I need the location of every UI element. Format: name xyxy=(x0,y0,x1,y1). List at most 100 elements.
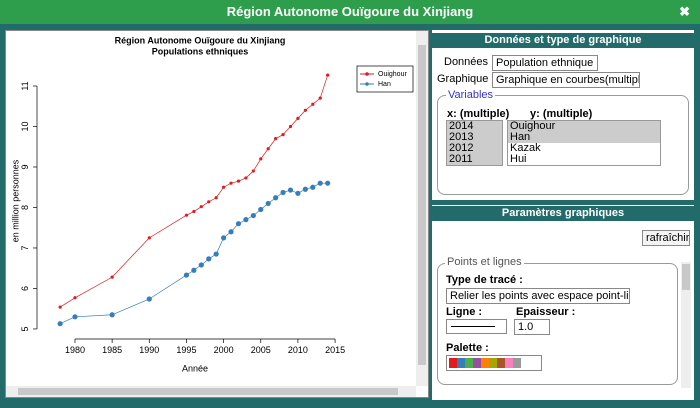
point xyxy=(250,212,256,219)
close-button[interactable]: ✖ xyxy=(679,4,690,19)
x-tick-label: 2000 xyxy=(214,345,234,355)
y-list[interactable]: Ouighour Han Kazak Hui xyxy=(507,120,661,166)
point xyxy=(303,108,307,112)
palette-swatch xyxy=(457,358,465,368)
point xyxy=(229,181,233,185)
point xyxy=(73,296,77,300)
width-select[interactable]: 1.0 xyxy=(514,319,550,335)
point xyxy=(228,229,234,235)
point xyxy=(244,176,248,180)
point xyxy=(72,314,78,320)
group-title: Variables xyxy=(446,89,496,101)
point xyxy=(311,102,315,106)
point xyxy=(296,116,300,120)
palette-swatch xyxy=(489,358,497,368)
chart-title: Région Autonome Ouïgoure du Xinjiang xyxy=(115,35,286,45)
point xyxy=(317,180,323,186)
palette-swatch xyxy=(449,358,457,368)
y-axis-label: en million personnes xyxy=(10,159,20,242)
point xyxy=(287,187,294,193)
point xyxy=(206,256,212,262)
list-item: 2012 xyxy=(447,143,502,154)
point xyxy=(266,147,270,151)
point xyxy=(259,157,263,161)
point xyxy=(183,272,190,278)
group-box xyxy=(437,95,689,195)
x-tick-label: 2005 xyxy=(251,345,271,355)
section-title: Données et type de graphique xyxy=(432,33,694,48)
point xyxy=(274,137,278,141)
list-item: 2013 xyxy=(447,132,502,143)
y-tick-label: 7 xyxy=(20,245,30,250)
list-item: Han xyxy=(508,132,660,143)
x-tick-label: 1995 xyxy=(176,345,196,355)
y-tick-label: 11 xyxy=(20,81,30,90)
list-item: Hui xyxy=(508,154,660,165)
point xyxy=(280,189,286,196)
header-title: Région Autonome Ouïgoure du Xinjiang xyxy=(226,4,474,19)
y-tick-label: 8 xyxy=(20,205,30,210)
palette-swatch xyxy=(505,358,513,368)
y-tick-label: 10 xyxy=(20,121,30,131)
label: Type de tracé : xyxy=(446,274,523,286)
chart: Région Autonome Ouïgoure du Xinjiang Pop… xyxy=(10,35,414,373)
point xyxy=(221,235,227,241)
palette-swatch xyxy=(465,358,473,368)
point xyxy=(302,186,308,192)
x-tick-label: 1990 xyxy=(139,345,159,355)
point xyxy=(58,305,62,309)
legend-label: Ouighour xyxy=(378,71,407,78)
series-line xyxy=(59,74,328,308)
palette-swatch xyxy=(473,358,481,368)
legend xyxy=(356,65,414,93)
h-scrollbar[interactable] xyxy=(6,386,416,397)
x-tick-label: 2010 xyxy=(288,345,308,355)
point xyxy=(236,179,241,183)
point xyxy=(109,312,115,318)
point xyxy=(110,275,114,279)
v-scrollbar[interactable] xyxy=(681,262,691,388)
label: Palette : xyxy=(446,342,489,354)
group-box xyxy=(437,263,678,385)
point xyxy=(251,169,255,173)
point xyxy=(198,262,204,268)
point xyxy=(295,190,301,196)
point xyxy=(146,296,152,302)
point xyxy=(318,96,322,100)
legend-marker xyxy=(365,82,369,86)
type-select[interactable]: Graphique en courbes(multiple) xyxy=(492,72,640,88)
y-tick-label: 6 xyxy=(20,286,30,291)
trace-select[interactable]: Relier les points avec espace point-lign… xyxy=(446,288,630,304)
label: Ligne : xyxy=(446,306,483,318)
point xyxy=(147,236,151,240)
series-line xyxy=(59,182,328,325)
x-tick-label: 1985 xyxy=(102,345,122,355)
point xyxy=(191,267,197,273)
point xyxy=(192,209,196,214)
label: y: (multiple) xyxy=(530,108,593,120)
line-select[interactable] xyxy=(446,319,507,334)
x-list[interactable]: 2014 2013 2012 2011 xyxy=(446,120,503,166)
list-item: Ouighour xyxy=(508,121,660,132)
palette-swatch xyxy=(513,358,521,368)
list-item: 2014 xyxy=(447,121,502,132)
refresh-button[interactable]: rafraîchir xyxy=(642,230,690,246)
legend-marker xyxy=(365,72,369,76)
section-title: Paramètres graphiques xyxy=(432,206,694,221)
point xyxy=(207,200,211,204)
data-select[interactable]: Population ethnique xyxy=(492,55,598,71)
header: Région Autonome Ouïgoure du Xinjiang xyxy=(0,0,700,24)
palette-select[interactable] xyxy=(446,355,542,371)
point xyxy=(184,213,189,217)
chart-subtitle: Populations ethniques xyxy=(152,46,249,56)
list-item: Kazak xyxy=(508,143,660,154)
label: Données : xyxy=(444,56,495,68)
point xyxy=(213,251,219,257)
point xyxy=(281,132,285,137)
point xyxy=(326,73,330,77)
point xyxy=(222,185,226,189)
point xyxy=(288,124,293,129)
point xyxy=(310,184,316,190)
v-scrollbar[interactable] xyxy=(416,31,428,386)
